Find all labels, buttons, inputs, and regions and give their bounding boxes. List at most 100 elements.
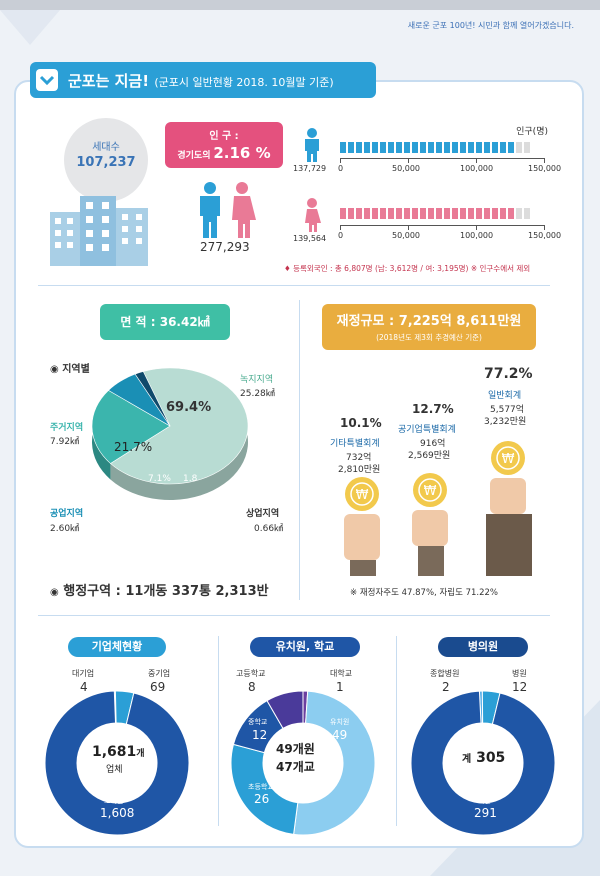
- chevron-down-icon: [36, 69, 58, 91]
- donut-segment: [410, 690, 556, 836]
- hospitals-title: 병의원: [438, 637, 528, 657]
- axis-tick: [544, 225, 545, 230]
- biz-label-medium: 중기업: [148, 669, 171, 678]
- title-sub: (군포시 일반현황 2018. 10월말 기준): [154, 76, 334, 89]
- population-label: 인 구 :: [209, 131, 239, 142]
- foreigner-note: ♦ 등록외국인 : 총 6,807명 (남: 3,612명 / 여: 3,195…: [284, 264, 531, 273]
- bar-cell: [476, 208, 482, 219]
- bar-cell: [388, 142, 394, 153]
- axis-tick-label: 150,000: [528, 231, 562, 240]
- finance-sub: (2018년도 제3회 추경예산 기준): [376, 333, 482, 342]
- area-pie-chart: [91, 367, 249, 500]
- axis-tick: [340, 158, 341, 163]
- bar-cell: [460, 208, 466, 219]
- axis-tick: [340, 225, 341, 230]
- bar-cell: [420, 208, 426, 219]
- zone-pct-residential: 21.7%: [114, 440, 153, 454]
- bar-cell: [476, 142, 482, 153]
- axis-tick: [476, 158, 477, 163]
- donut-segment: [293, 690, 376, 836]
- bar-cell: [404, 208, 410, 219]
- finance-name-public: 공기업특별회계: [398, 425, 456, 435]
- bar-cell: [364, 142, 370, 153]
- hos-label-clinic: 의원: [478, 797, 491, 805]
- axis-tick-label: 50,000: [392, 231, 420, 240]
- axis-tick: [476, 225, 477, 230]
- hos-value-hospital: 12: [512, 680, 528, 694]
- zone-label-commercial: 상업지역: [246, 509, 280, 519]
- sch-value-middle: 12: [252, 728, 268, 742]
- finance-name-other: 기타특별회계: [330, 439, 380, 449]
- hos-center-value: 305: [476, 750, 506, 766]
- bar-cell: [484, 208, 490, 219]
- bar-cell: [396, 208, 402, 219]
- coin-icon: ₩: [412, 473, 448, 576]
- divider-2: [38, 615, 550, 616]
- bar-cell: [428, 208, 434, 219]
- biz-center-label: 업체: [106, 765, 123, 775]
- coin-icon: ₩: [486, 441, 532, 576]
- sch-value-elem: 26: [254, 792, 270, 806]
- business-title: 기업체현황: [68, 637, 166, 657]
- zone-subtitle: 지역별: [62, 364, 90, 375]
- biz-value-small: 1,608: [100, 806, 135, 820]
- population-ratio: 2.16 %: [213, 144, 271, 162]
- bar-cell: [372, 142, 378, 153]
- axis-tick: [408, 225, 409, 230]
- bar-cell: [516, 142, 522, 153]
- radio-icon: ◉: [50, 364, 59, 375]
- admin-text: 행정구역 : 11개동 337통 2,313반: [63, 584, 269, 599]
- bar-cell: [524, 142, 530, 153]
- donut-segment: [44, 690, 190, 836]
- bar-cell: [508, 142, 514, 153]
- bar-cell: [340, 208, 346, 219]
- bar-cell: [500, 142, 506, 153]
- bar-cell: [380, 208, 386, 219]
- sch-value-univ: 1: [336, 680, 344, 694]
- population-box: 인 구 : 경기도의 2.16 %: [165, 122, 283, 168]
- bar-cell: [460, 142, 466, 153]
- bar-cell: [492, 142, 498, 153]
- pie-slice-side: [110, 368, 248, 500]
- female-icon: [305, 198, 321, 232]
- zone-label-green: 녹지지역: [240, 375, 274, 385]
- hos-value-clinic: 291: [474, 806, 497, 820]
- female-axis-line: [340, 225, 544, 226]
- pie-slice: [109, 367, 249, 485]
- male-value: 137,729: [293, 164, 327, 173]
- axis-tick-label: 100,000: [460, 231, 494, 240]
- bar-cell: [412, 142, 418, 153]
- population-unit: 인구(명): [516, 127, 548, 137]
- biz-center: 1,681개: [92, 744, 145, 760]
- male-icon: [305, 128, 319, 162]
- zone-pct-green: 69.4%: [166, 400, 212, 415]
- bar-cell: [444, 208, 450, 219]
- apartment-icon: [50, 196, 148, 266]
- schools-donut-chart: [230, 690, 376, 836]
- finance-amt2-other: 2,810만원: [338, 465, 381, 475]
- sch-label-elem: 초등학교: [248, 783, 274, 791]
- bar-cell: [348, 142, 354, 153]
- hospitals-donut-chart: [410, 690, 556, 836]
- biz-label-large: 대기업: [72, 669, 95, 678]
- finance-name-general: 일반회계: [488, 391, 522, 401]
- bar-cell: [436, 208, 442, 219]
- bar-cell: [436, 142, 442, 153]
- biz-value-medium: 69: [150, 680, 166, 694]
- finance-box: 재정규모 : 7,225억 8,611만원 (2018년도 제3회 추경예산 기…: [322, 304, 536, 350]
- admin-district: ◉ 행정구역 : 11개동 337통 2,313반: [50, 580, 269, 599]
- bar-cell: [484, 142, 490, 153]
- female-population-bar: [340, 208, 530, 219]
- finance-pct-general: 77.2%: [484, 366, 533, 382]
- finance-amt2-general: 3,232만원: [484, 417, 527, 427]
- hos-center-prefix: 계: [462, 754, 472, 765]
- households-bubble: 세대수 107,237: [64, 118, 148, 202]
- bar-cell: [340, 142, 346, 153]
- schools-title: 유치원, 학교: [250, 637, 360, 657]
- donut-segment: [230, 743, 299, 835]
- sch-center-1: 49개원: [276, 742, 315, 756]
- bar-cell: [372, 208, 378, 219]
- page-title: 군포는 지금! (군포시 일반현황 2018. 10월말 기준): [68, 70, 334, 91]
- finance-pct-other: 10.1%: [340, 416, 382, 430]
- axis-tick-label: 100,000: [460, 164, 494, 173]
